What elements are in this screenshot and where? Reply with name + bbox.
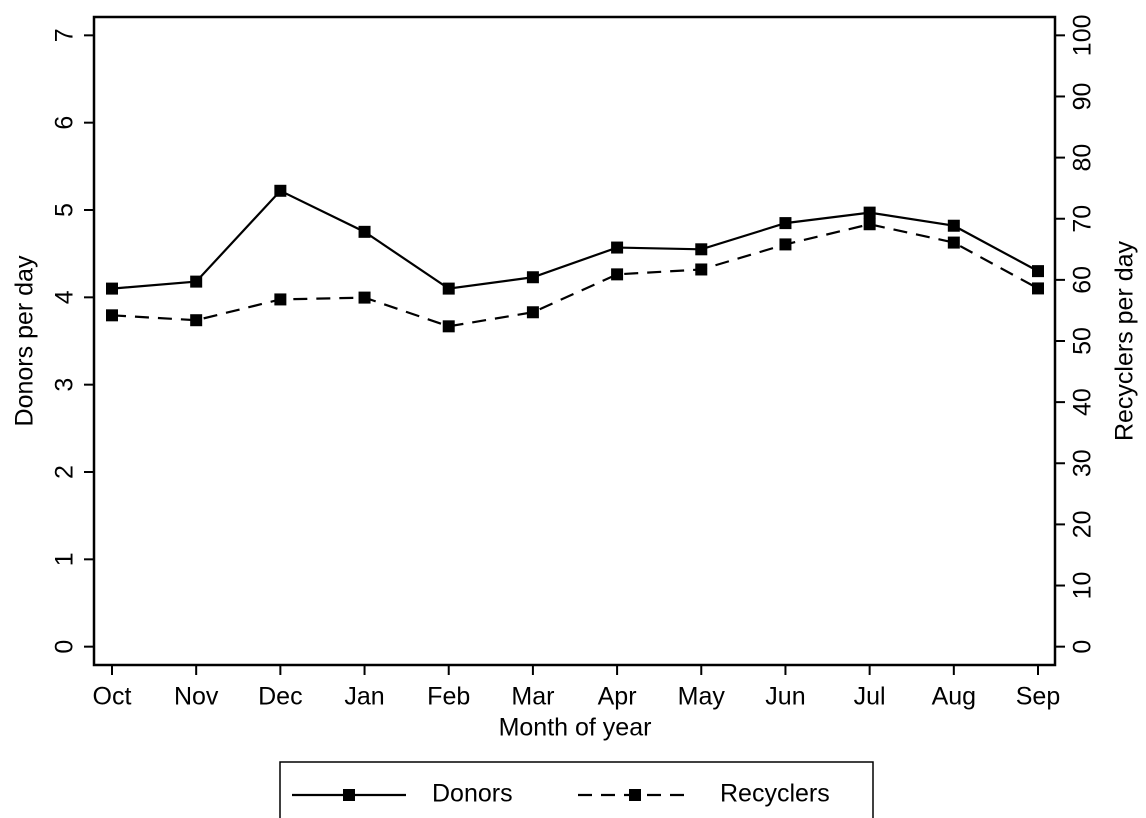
x-tick-label: Dec (258, 683, 302, 711)
y2-tick-label: 30 (1069, 449, 1097, 477)
y-tick-label: 5 (51, 203, 79, 217)
x-tick-label: Feb (427, 683, 470, 711)
marker (779, 217, 792, 230)
marker (947, 236, 960, 249)
series-line (111, 189, 1039, 290)
y-axis-label: Donors per day (11, 255, 39, 426)
marker (526, 271, 539, 284)
y-tick-label: 4 (51, 290, 79, 304)
x-tick-label: Sep (1016, 683, 1060, 711)
legend-label: Recyclers (720, 780, 830, 808)
y2-tick-label: 20 (1069, 510, 1097, 538)
y2-tick-label: 100 (1069, 14, 1097, 56)
y-tick-label: 2 (51, 465, 79, 479)
x-tick-label: Jul (854, 683, 886, 711)
marker (611, 268, 624, 281)
marker (442, 282, 455, 295)
marker (358, 225, 371, 238)
series-line (111, 223, 1039, 328)
marker (611, 241, 624, 254)
y2-tick-label: 90 (1069, 83, 1097, 111)
y-tick-label: 3 (51, 378, 79, 392)
marker (106, 309, 118, 322)
x-tick-label: Jun (765, 683, 805, 711)
marker (526, 306, 539, 319)
marker (779, 238, 792, 251)
y2-tick-label: 70 (1069, 205, 1097, 233)
marker (106, 282, 118, 295)
y2-tick-label: 80 (1069, 144, 1097, 172)
y2-tick-label: 40 (1069, 388, 1097, 416)
marker (358, 291, 371, 304)
marker (1032, 282, 1044, 295)
y-tick-label: 6 (51, 116, 79, 130)
y-tick-label: 7 (51, 28, 79, 42)
y-tick-label: 1 (51, 552, 79, 566)
legend-label: Donors (432, 780, 513, 808)
y2-tick-label: 0 (1069, 640, 1097, 654)
x-tick-label: Apr (598, 683, 637, 711)
y-tick-label: 0 (51, 640, 79, 654)
marker (863, 218, 876, 231)
legend-box (279, 761, 874, 818)
x-tick-label: Oct (93, 683, 132, 711)
x-tick-label: Mar (511, 683, 554, 711)
marker (274, 293, 287, 306)
marker (442, 320, 455, 333)
marker (947, 219, 960, 232)
marker (274, 184, 287, 197)
marker (190, 314, 203, 327)
marker (190, 275, 203, 288)
y2-tick-label: 10 (1069, 572, 1097, 600)
marker (1032, 265, 1044, 278)
legend-marker (343, 789, 355, 801)
x-axis-label: Month of year (499, 714, 652, 742)
marker (695, 243, 708, 256)
x-tick-label: Nov (174, 683, 219, 711)
x-tick-label: May (678, 683, 726, 711)
plot-frame (92, 15, 1057, 667)
x-tick-label: Jan (344, 683, 384, 711)
y2-tick-label: 60 (1069, 266, 1097, 294)
x-tick-label: Aug (932, 683, 976, 711)
legend-marker (629, 789, 641, 801)
y2-axis-label: Recyclers per day (1111, 240, 1139, 441)
marker (863, 206, 876, 219)
marker (695, 263, 708, 276)
y2-tick-label: 50 (1069, 327, 1097, 355)
